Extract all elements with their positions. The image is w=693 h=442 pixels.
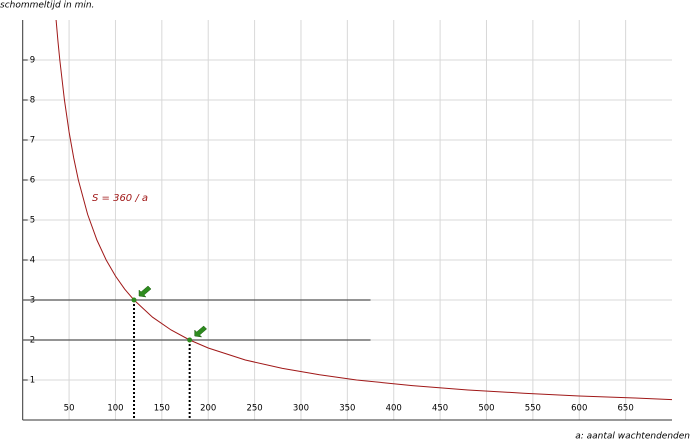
x-tick-label: 300 — [293, 404, 309, 414]
x-tick-label: 150 — [154, 404, 170, 414]
x-tick-label: 250 — [246, 404, 262, 414]
x-tick-label: 400 — [386, 404, 402, 414]
x-tick-label: 350 — [339, 404, 355, 414]
y-tick-label: 7 — [30, 136, 35, 146]
curve — [55, 19, 673, 401]
y-tick-label: 4 — [30, 256, 35, 266]
x-tick-label: 200 — [200, 404, 216, 414]
x-tick-label: 550 — [525, 404, 541, 414]
y-axis-label: schommeltijd in min. — [0, 1, 94, 11]
marker — [187, 337, 193, 343]
arrow-icon — [194, 325, 208, 338]
y-tick-label: 9 — [30, 56, 35, 66]
x-tick-label: 50 — [64, 404, 75, 414]
x-axis-label: a: aantal wachtendenden — [575, 432, 690, 442]
x-tick-label: 650 — [618, 404, 634, 414]
y-tick-label: 1 — [30, 376, 35, 386]
x-tick-label: 100 — [107, 404, 123, 414]
arrow-icon — [138, 285, 152, 298]
y-tick-label: 6 — [30, 176, 35, 186]
marker — [131, 297, 137, 303]
y-tick-label: 8 — [30, 96, 35, 106]
x-tick-label: 450 — [432, 404, 448, 414]
x-tick-label: 600 — [571, 404, 587, 414]
x-tick-label: 500 — [478, 404, 494, 414]
y-tick-label: 5 — [30, 216, 35, 226]
annotation: S = 360 / a — [92, 193, 148, 204]
